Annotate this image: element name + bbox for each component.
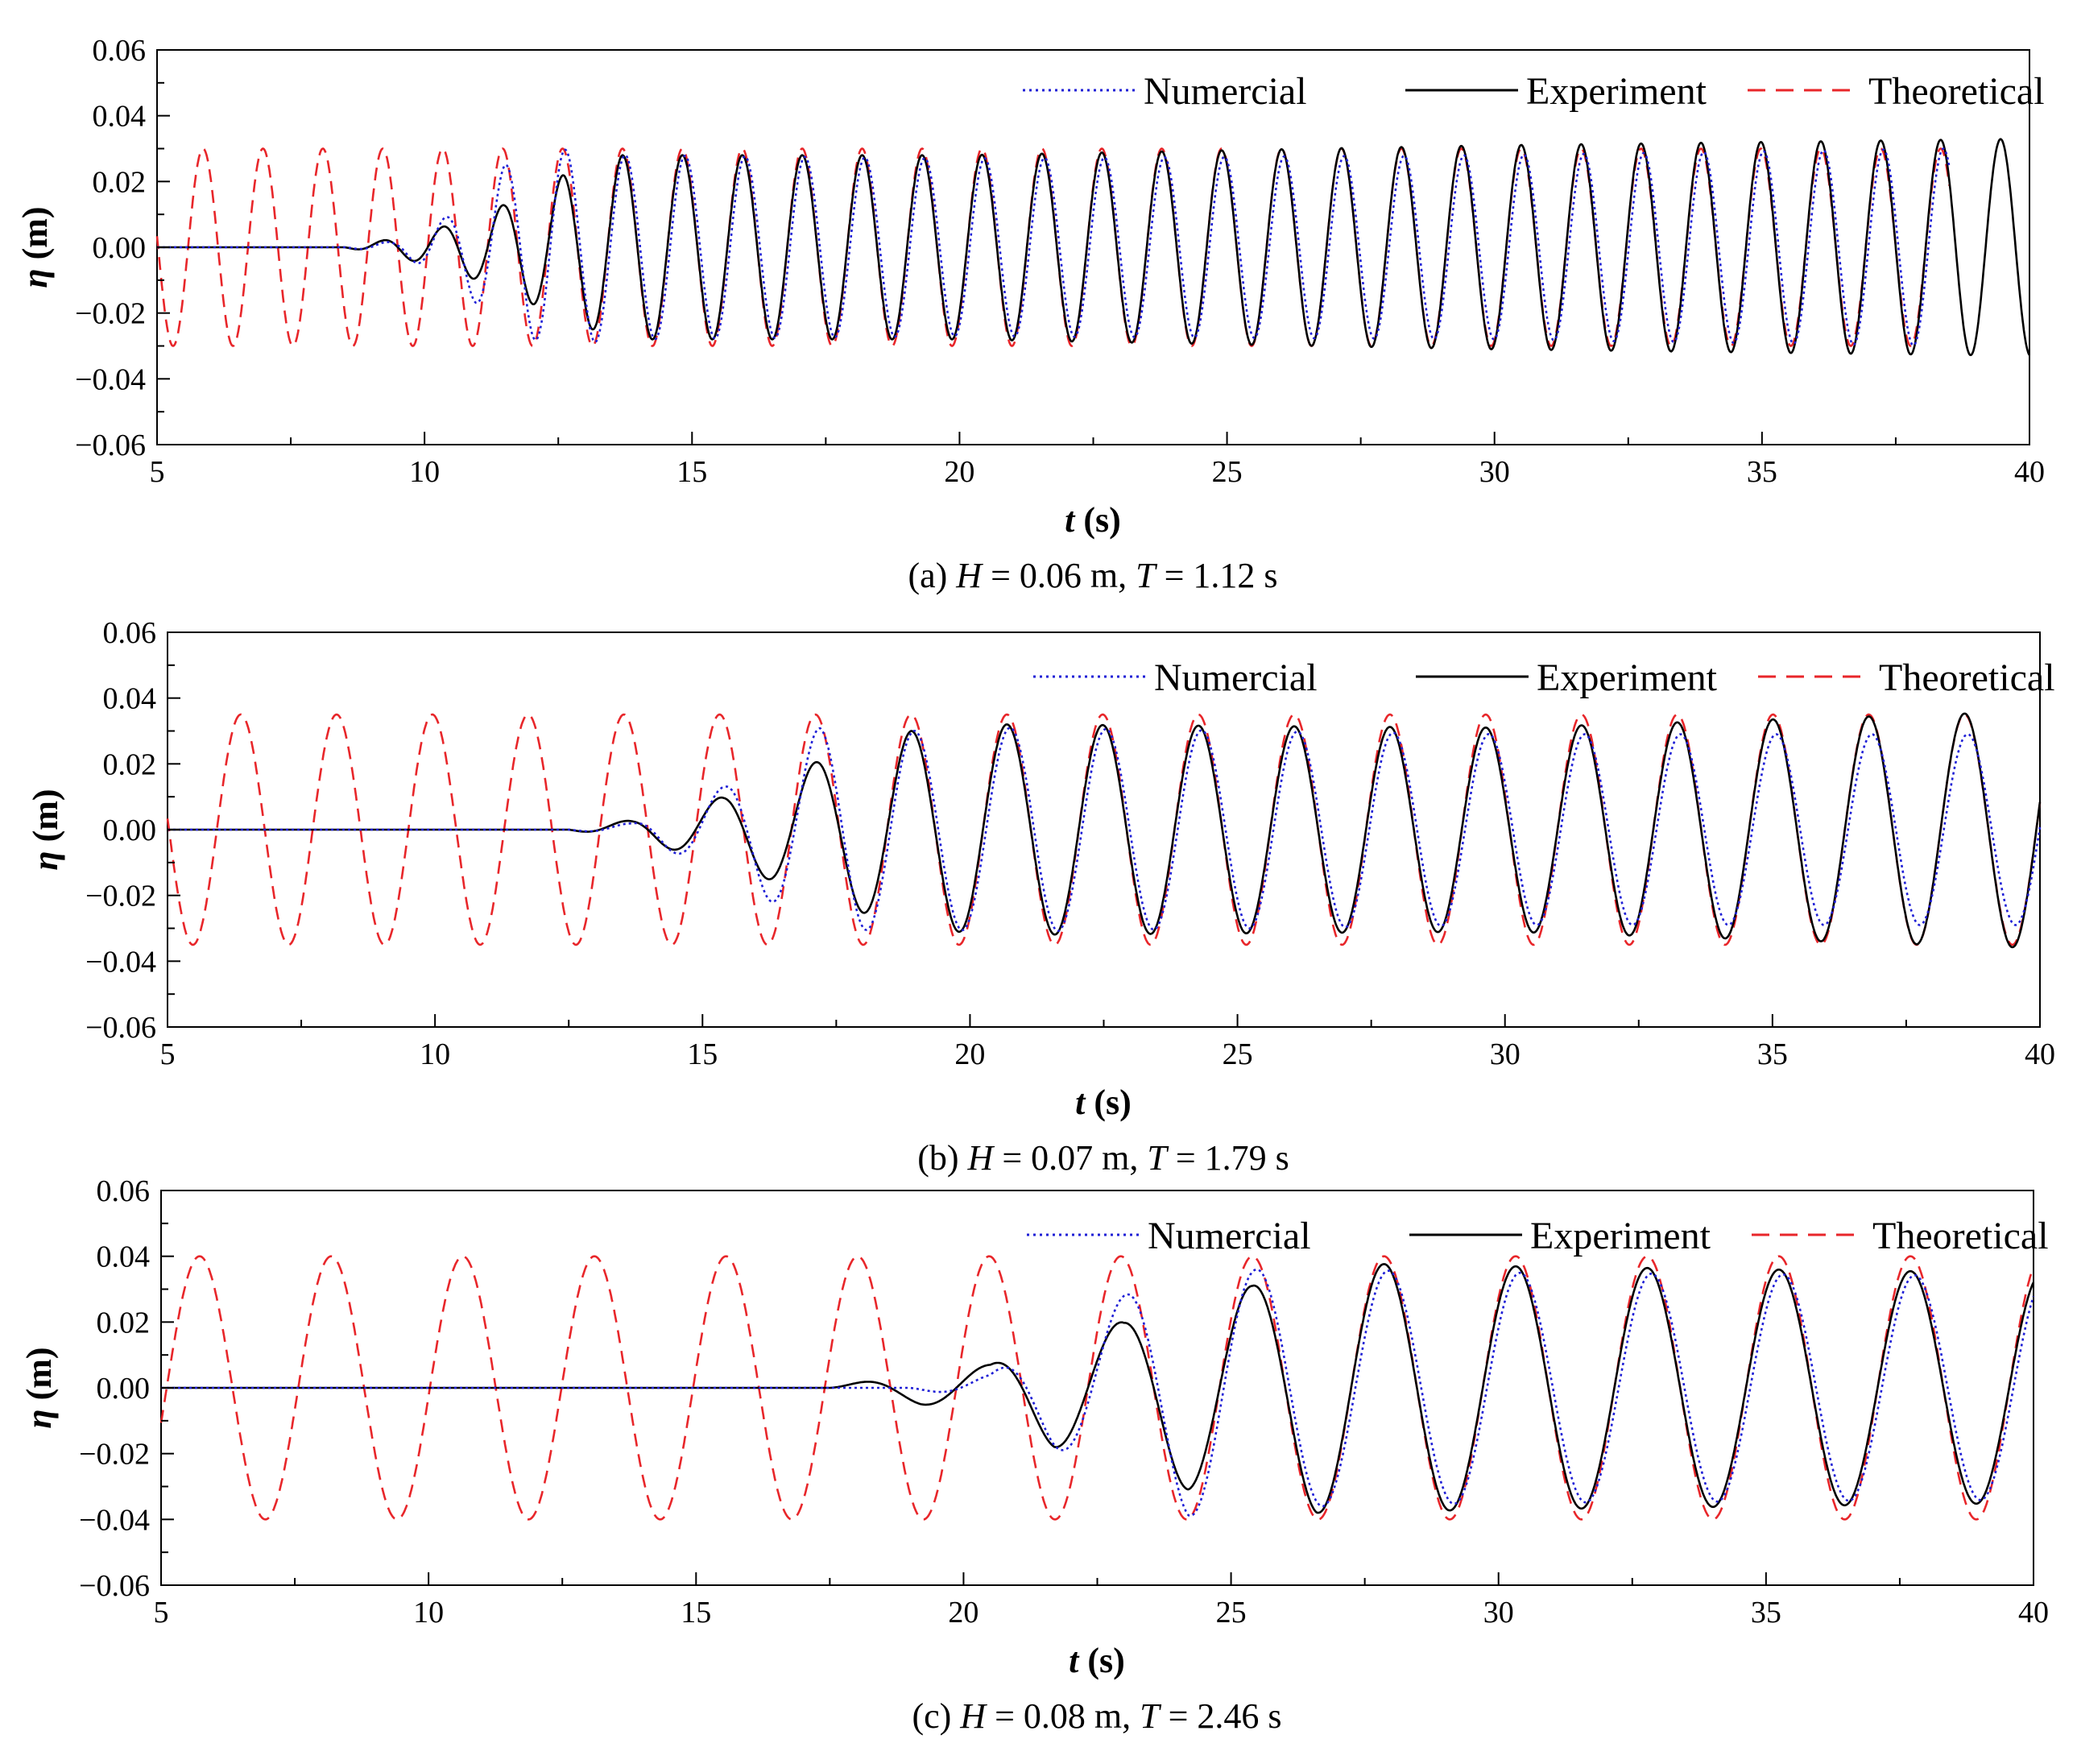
y-tick-label: −0.02 [75, 297, 146, 331]
x-tick-label: 15 [687, 1037, 718, 1071]
x-tick-label: 15 [676, 455, 707, 489]
panel-caption: (c) H = 0.08 m, T = 2.46 s [912, 1696, 1281, 1736]
panel-caption: (a) H = 0.06 m, T = 1.12 s [908, 556, 1277, 595]
y-tick-label: −0.06 [85, 1011, 156, 1045]
x-tick-label: 35 [1747, 455, 1777, 489]
x-tick-label: 5 [150, 455, 165, 489]
y-tick-label: 0.02 [97, 1306, 151, 1340]
y-tick-label: 0.00 [93, 231, 147, 265]
legend-label-numerical: Numercial [1148, 1215, 1311, 1257]
panel-caption: (b) H = 0.07 m, T = 1.79 s [917, 1138, 1289, 1178]
y-tick-label: −0.02 [79, 1438, 150, 1472]
x-axis-title: t (s) [1069, 1641, 1125, 1680]
legend-label-numerical: Numercial [1154, 656, 1318, 699]
series-numerical-line [157, 147, 1951, 347]
series-experiment-line [168, 712, 2042, 949]
tick-layer: 5 10 15 20 25 30 35 40 0.06 0.04 0.02 0.00 −0.02 −0.0… [79, 1174, 2049, 1629]
y-tick-label: 0.04 [103, 682, 157, 716]
y-tick-label: −0.02 [85, 880, 156, 913]
tick-layer: 5 10 15 20 25 30 35 40 0.06 0.04 0.02 0.00 −0.02 −0.0… [75, 34, 2045, 489]
y-tick-label: −0.04 [75, 362, 146, 396]
y-tick-label: 0.04 [97, 1240, 151, 1274]
legend-label-theoretical: Theoretical [1872, 1215, 2049, 1257]
legend-label-experiment: Experiment [1526, 70, 1707, 113]
y-tick-label: −0.06 [79, 1569, 150, 1603]
legend: Numercial Experiment Theoretical [1033, 656, 2055, 699]
series-layer [166, 712, 2042, 949]
x-tick-label: 25 [1223, 1037, 1253, 1071]
y-tick-label: 0.06 [93, 34, 147, 68]
x-tick-label: 15 [681, 1596, 711, 1629]
series-layer [155, 138, 2031, 357]
tick-layer: 5 10 15 20 25 30 35 40 0.06 0.04 0.02 0.00 −0.02 −0.0… [85, 616, 2055, 1071]
series-experiment-line [161, 1263, 2035, 1514]
y-tick-label: 0.02 [103, 747, 157, 781]
x-tick-label: 30 [1483, 1596, 1514, 1629]
y-tick-label: 0.02 [93, 165, 147, 199]
x-tick-label: 10 [413, 1596, 444, 1629]
x-tick-label: 35 [1757, 1037, 1788, 1071]
legend-label-theoretical: Theoretical [1879, 656, 2055, 699]
panel-b: 5 10 15 20 25 30 35 40 0.06 0.04 0.02 0.00 −0.02 −0.0… [26, 616, 2055, 1178]
x-axis-title: t (s) [1065, 500, 1121, 540]
x-tick-label: 25 [1212, 455, 1243, 489]
x-tick-label: 5 [160, 1037, 176, 1071]
x-tick-label: 40 [2018, 1596, 2049, 1629]
series-experiment-line [157, 138, 2031, 357]
legend-label-theoretical: Theoretical [1868, 70, 2045, 113]
plot-frame [156, 49, 2030, 445]
panel-c: 5 10 15 20 25 30 35 40 0.06 0.04 0.02 0.00 −0.02 −0.0… [19, 1174, 2049, 1736]
legend: Numercial Experiment Theoretical [1027, 1215, 2049, 1257]
series-numerical-line [161, 1268, 2035, 1518]
legend-label-experiment: Experiment [1537, 656, 1718, 699]
x-tick-label: 40 [2014, 455, 2045, 489]
x-tick-label: 40 [2025, 1037, 2055, 1071]
y-tick-label: −0.06 [75, 429, 146, 462]
y-tick-label: 0.04 [93, 100, 147, 134]
y-axis-title: η (m) [26, 789, 65, 870]
y-axis-title: η (m) [19, 1347, 59, 1428]
y-tick-label: −0.04 [85, 945, 156, 979]
x-tick-label: 20 [954, 1037, 985, 1071]
x-tick-label: 35 [1751, 1596, 1781, 1629]
panel-a: 5 10 15 20 25 30 35 40 0.06 0.04 0.02 0.00 −0.02 −0.0… [15, 34, 2045, 595]
y-tick-label: 0.00 [103, 814, 157, 847]
x-axis-title: t (s) [1075, 1083, 1132, 1122]
x-tick-label: 10 [420, 1037, 450, 1071]
y-tick-label: 0.06 [97, 1174, 151, 1208]
series-layer [159, 1255, 2035, 1521]
y-tick-label: −0.04 [79, 1503, 150, 1537]
x-tick-label: 30 [1479, 455, 1510, 489]
x-tick-label: 25 [1216, 1596, 1247, 1629]
y-tick-label: 0.06 [103, 616, 157, 650]
legend-label-numerical: Numercial [1144, 70, 1307, 113]
legend: Numercial Experiment Theoretical [1023, 70, 2045, 113]
y-tick-label: 0.00 [97, 1372, 151, 1406]
x-tick-label: 20 [944, 455, 974, 489]
series-numerical-line [168, 727, 2042, 933]
x-tick-label: 5 [154, 1596, 169, 1629]
x-tick-label: 30 [1490, 1037, 1521, 1071]
legend-label-experiment: Experiment [1530, 1215, 1711, 1257]
series-theoretical-line [159, 1255, 2035, 1521]
x-tick-label: 20 [948, 1596, 979, 1629]
series-theoretical-line [166, 713, 2042, 946]
y-axis-title: η (m) [15, 206, 55, 288]
x-tick-label: 10 [409, 455, 440, 489]
